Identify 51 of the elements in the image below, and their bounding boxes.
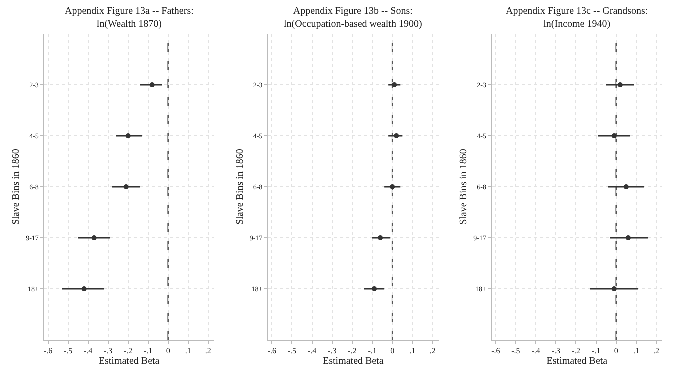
point [612, 286, 617, 292]
x-tick-label: -.1 [368, 346, 377, 356]
point [618, 82, 623, 88]
x-tick-label: -.2 [572, 346, 581, 356]
x-axis-title: Estimated Beta [323, 356, 384, 368]
x-tick-label: -.5 [288, 346, 297, 356]
x-axis-title: Estimated Beta [546, 356, 608, 368]
x-tick-label: .1 [633, 346, 640, 356]
point [378, 236, 384, 240]
point [82, 286, 87, 292]
x-axis-title: Estimated Beta [98, 356, 160, 368]
x-tick-label: -.3 [104, 346, 113, 356]
x-tick-label: -.5 [64, 346, 73, 356]
x-tick-label: -.2 [124, 346, 133, 356]
x-tick-label: 0 [166, 346, 170, 356]
point [394, 134, 400, 138]
x-tick-label: .2 [430, 346, 436, 356]
x-tick-label: -.2 [348, 346, 357, 356]
point [124, 184, 129, 190]
y-axis-title: Slave Bins in 1860 [234, 149, 246, 225]
x-tick-label: -.3 [552, 346, 560, 356]
x-tick-label: -.1 [144, 346, 153, 356]
x-tick-label: -.5 [512, 346, 520, 356]
point [372, 286, 378, 292]
x-tick-label: .2 [654, 346, 660, 356]
x-tick-label: 0 [390, 346, 395, 356]
x-tick-label: -.1 [592, 346, 601, 356]
chart-title: Appendix Figure 13c -- Grandsons: ln(Income 1940) [506, 6, 648, 30]
point [150, 82, 155, 88]
x-tick-label: -.6 [44, 346, 53, 356]
point [624, 184, 629, 190]
point [126, 134, 131, 138]
point [390, 184, 396, 190]
point [612, 134, 617, 138]
x-tick-label: .1 [185, 346, 192, 356]
x-tick-label: -.6 [268, 346, 276, 356]
x-tick-label: .1 [410, 346, 416, 356]
point [392, 82, 398, 88]
x-tick-label: -.4 [532, 346, 540, 356]
y-axis-title: Slave Bins in 1860 [11, 149, 22, 225]
x-tick-label: -.6 [492, 346, 500, 356]
x-tick-label: .2 [205, 346, 212, 356]
x-tick-label: 0 [614, 346, 618, 356]
x-tick-label: -.3 [328, 346, 337, 356]
x-tick-label: -.4 [84, 346, 93, 356]
x-tick-label: -.4 [308, 346, 317, 356]
chart-title: Appendix Figure 13a -- Fathers: ln(Wealth 1870) [65, 6, 194, 30]
point [92, 236, 97, 240]
point [626, 236, 631, 240]
y-axis-title: Slave Bins in 1860 [458, 149, 470, 225]
chart-title: Appendix Figure 13b -- Sons: ln(Occupation-based wealth 1900) [284, 6, 422, 30]
